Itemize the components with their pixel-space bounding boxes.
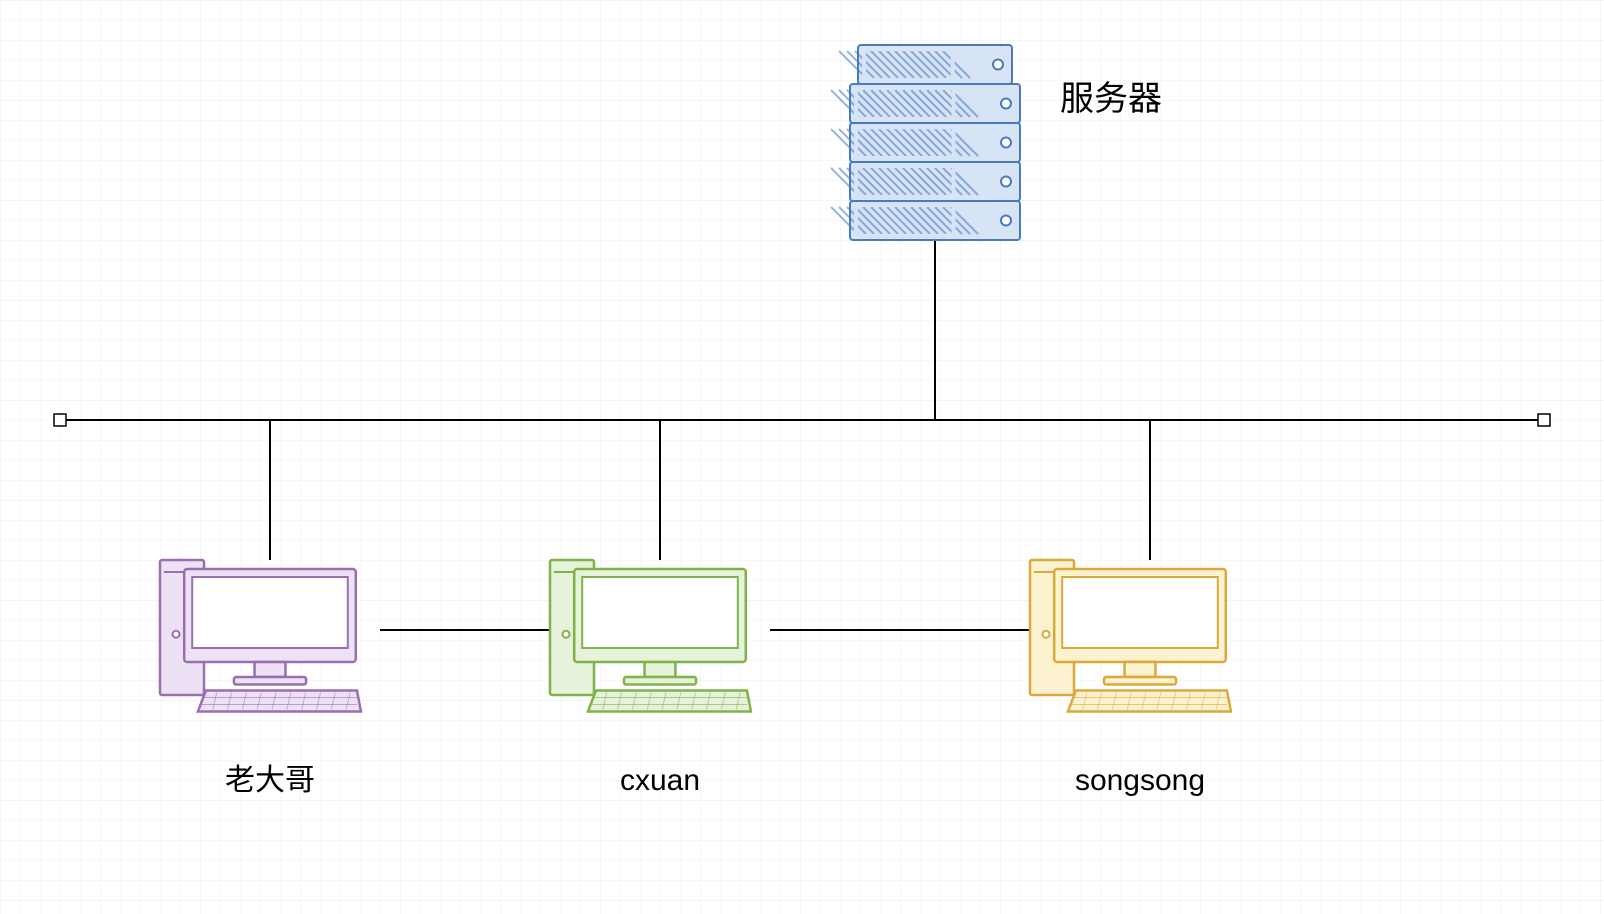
pc-keyboard: [1068, 691, 1231, 712]
pc-screen: [1062, 577, 1218, 648]
pc-power-button-icon: [173, 631, 180, 638]
server-led-icon: [993, 60, 1003, 70]
bus-endpoint-right: [1538, 414, 1550, 426]
server-led-icon: [1001, 138, 1011, 148]
pc-screen: [582, 577, 738, 648]
bus-endpoint-left: [54, 414, 66, 426]
pc-keyboard: [198, 691, 361, 712]
server-node: [831, 45, 1020, 240]
pc-cxuan-label: cxuan: [620, 764, 700, 797]
pc-power-button-icon: [1043, 631, 1050, 638]
server-led-icon: [1001, 216, 1011, 226]
pc-screen: [192, 577, 348, 648]
pc-songsong-label: songsong: [1075, 764, 1205, 797]
pc-power-button-icon: [563, 631, 570, 638]
server-label: 服务器: [1060, 80, 1162, 118]
pc-laodage-label: 老大哥: [225, 764, 315, 797]
server-led-icon: [1001, 99, 1011, 109]
server-led-icon: [1001, 177, 1011, 187]
pc-keyboard: [588, 691, 751, 712]
